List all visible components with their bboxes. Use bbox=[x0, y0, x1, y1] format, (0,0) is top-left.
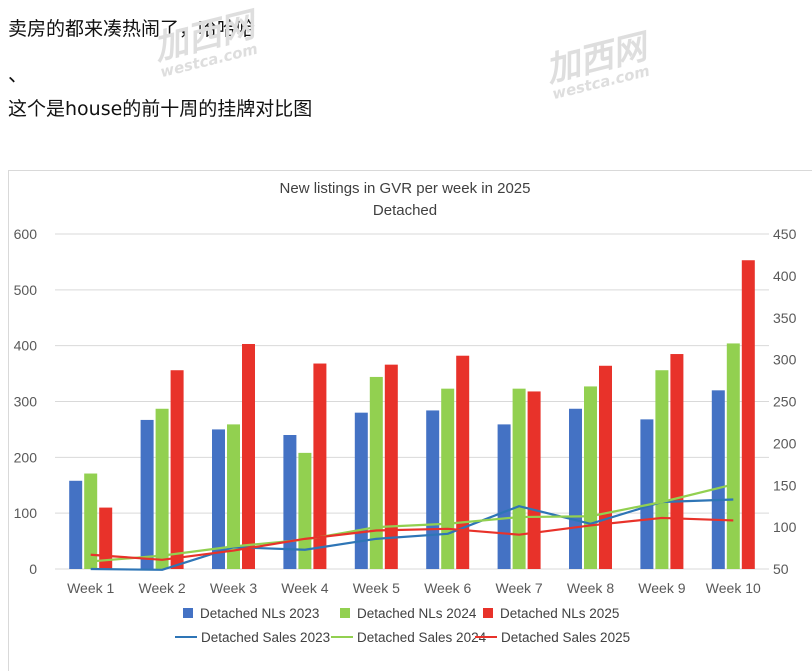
bar bbox=[99, 507, 113, 569]
bar bbox=[584, 386, 597, 569]
x-tick-label: Week 7 bbox=[495, 580, 542, 596]
y-right-tick-label: 450 bbox=[773, 226, 797, 242]
bar bbox=[512, 388, 526, 569]
legend-swatch bbox=[340, 608, 350, 618]
bar bbox=[599, 365, 612, 569]
bar bbox=[497, 424, 511, 569]
y-left-tick-label: 300 bbox=[14, 394, 38, 410]
legend-entry: Detached Sales 2024 bbox=[357, 630, 487, 645]
bar bbox=[726, 343, 740, 569]
bar bbox=[140, 419, 154, 569]
legend-entry: Detached Sales 2025 bbox=[501, 630, 630, 645]
y-right-tick-label: 400 bbox=[773, 268, 797, 284]
chart-title: New listings in GVR per week in 2025 bbox=[280, 180, 531, 197]
legend-entry: Detached Sales 2023 bbox=[201, 630, 330, 645]
bar bbox=[640, 419, 654, 569]
y-left-tick-label: 400 bbox=[14, 338, 38, 354]
chart-subtitle: Detached bbox=[373, 202, 437, 219]
legend-entry: Detached NLs 2025 bbox=[500, 606, 619, 621]
bar bbox=[456, 355, 470, 569]
legend-entry: Detached NLs 2024 bbox=[357, 606, 477, 621]
bar bbox=[426, 410, 440, 569]
post-text-line-2: 、 bbox=[8, 62, 28, 86]
bar bbox=[170, 370, 184, 569]
x-tick-label: Week 10 bbox=[706, 580, 761, 596]
x-tick-label: Week 2 bbox=[138, 580, 185, 596]
x-tick-label: Week 6 bbox=[424, 580, 471, 596]
bar bbox=[441, 388, 455, 569]
watermark-logo: 加西网 westca.com bbox=[541, 27, 652, 104]
x-tick-label: Week 4 bbox=[281, 580, 328, 596]
chart-container: New listings in GVR per week in 2025 Det… bbox=[8, 170, 812, 671]
post-text-line-3: 这个是house的前十周的挂牌对比图 bbox=[8, 98, 313, 120]
post-text-line-1: 卖房的都来凑热闹了，哈哈哈 bbox=[8, 18, 256, 40]
legend-entry: Detached NLs 2023 bbox=[200, 606, 319, 621]
x-tick-label: Week 1 bbox=[67, 580, 114, 596]
legend-swatch bbox=[183, 608, 193, 618]
series-line bbox=[90, 516, 734, 561]
bar bbox=[298, 452, 312, 569]
y-left-tick-label: 500 bbox=[14, 282, 38, 298]
watermark-logo: 加西网 westca.com bbox=[149, 5, 260, 82]
bar bbox=[384, 364, 398, 569]
legend-swatch bbox=[483, 608, 493, 618]
y-right-tick-label: 150 bbox=[773, 477, 797, 493]
y-right-tick-label: 300 bbox=[773, 352, 797, 368]
bar bbox=[84, 473, 98, 569]
bar bbox=[711, 390, 725, 569]
y-right-tick-label: 50 bbox=[773, 561, 789, 577]
y-left-tick-label: 100 bbox=[14, 505, 38, 521]
x-tick-label: Week 8 bbox=[567, 580, 614, 596]
y-right-tick-label: 200 bbox=[773, 435, 797, 451]
series-line bbox=[90, 498, 734, 571]
bar bbox=[69, 480, 83, 569]
y-left-tick-label: 200 bbox=[14, 449, 38, 465]
bar bbox=[527, 391, 541, 569]
bar bbox=[212, 429, 225, 569]
bar bbox=[354, 412, 368, 569]
y-left-tick-label: 600 bbox=[14, 226, 38, 242]
bar bbox=[313, 363, 327, 569]
y-right-tick-label: 250 bbox=[773, 394, 797, 410]
bar bbox=[283, 435, 297, 569]
bar bbox=[155, 408, 169, 569]
bar bbox=[242, 343, 255, 569]
bar bbox=[569, 408, 582, 569]
x-tick-label: Week 3 bbox=[210, 580, 257, 596]
bar bbox=[227, 424, 240, 569]
y-left-tick-label: 0 bbox=[29, 561, 37, 577]
chart-svg: New listings in GVR per week in 2025 Det… bbox=[14, 180, 797, 645]
bar bbox=[369, 376, 383, 569]
bar bbox=[670, 354, 684, 569]
bar bbox=[655, 370, 669, 569]
x-tick-label: Week 5 bbox=[353, 580, 400, 596]
x-tick-label: Week 9 bbox=[638, 580, 685, 596]
series-line bbox=[90, 483, 734, 563]
y-right-tick-label: 100 bbox=[773, 519, 797, 535]
bar bbox=[741, 260, 755, 569]
y-right-tick-label: 350 bbox=[773, 310, 797, 326]
